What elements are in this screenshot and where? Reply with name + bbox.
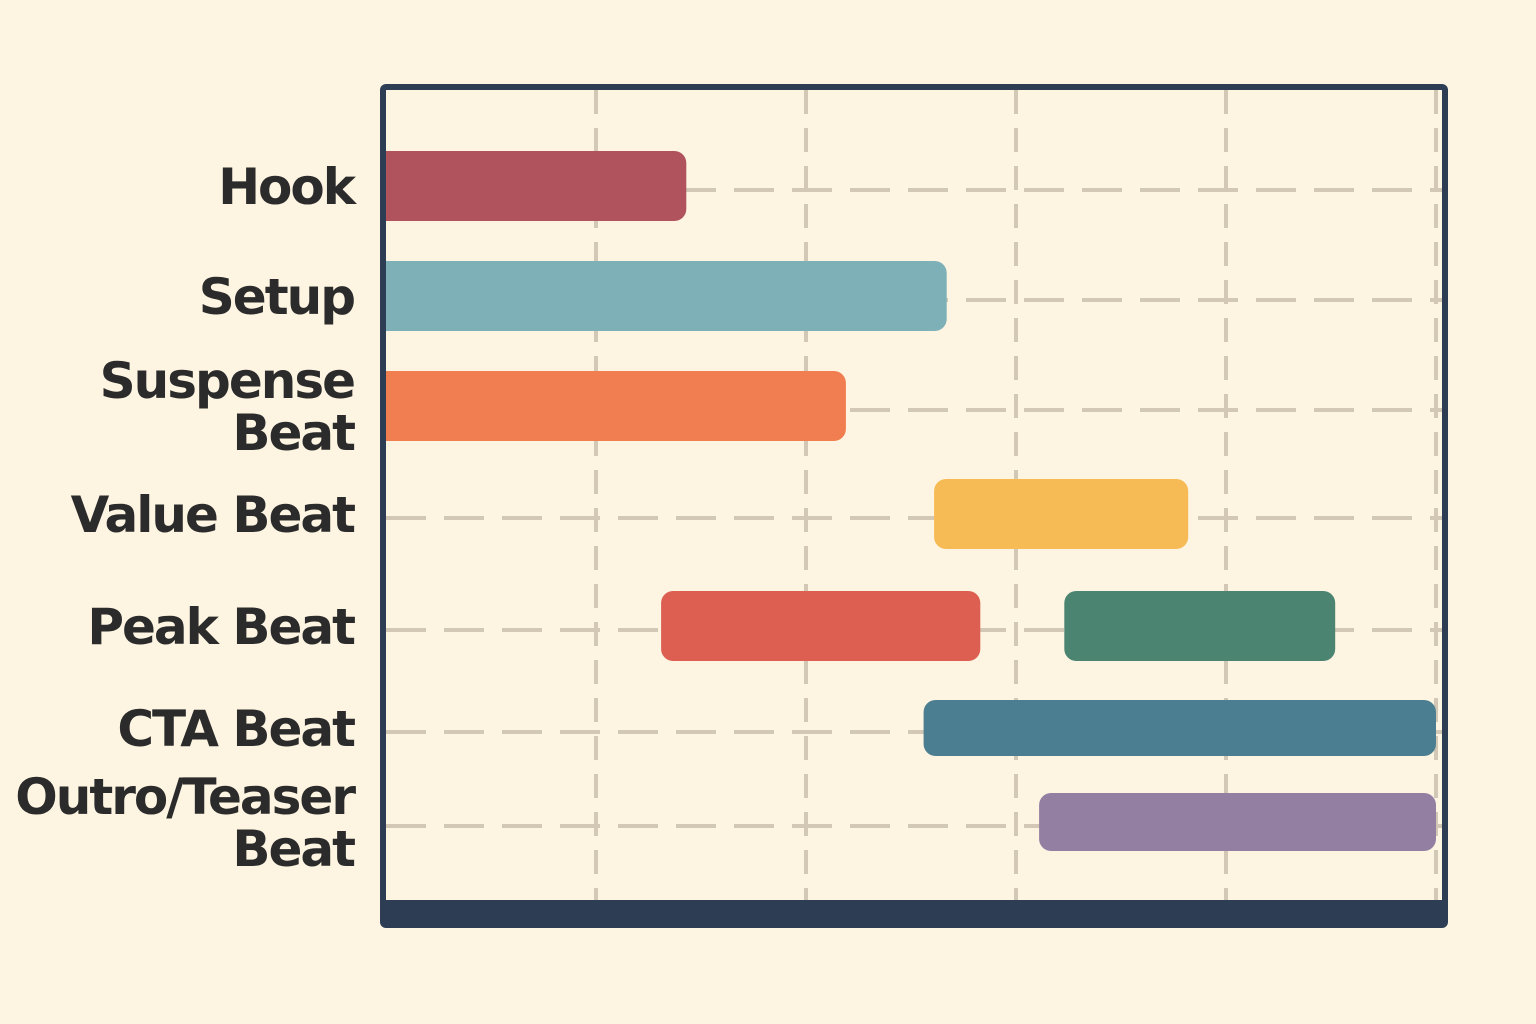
task-bar-0[interactable] [374,151,687,221]
task-bar-3[interactable] [934,479,1189,549]
task-bar-6[interactable] [923,700,1436,756]
task-bar-5[interactable] [1064,591,1336,661]
row-label-5-line-0: CTA Beat [117,700,355,758]
row-label-2-line-0: Suspense [100,352,354,410]
row-label-6-line-1: Beat [232,820,355,878]
task-bar-4[interactable] [661,591,981,661]
task-bar-1[interactable] [374,261,947,331]
task-bars [374,151,1436,851]
row-label-4-line-0: Peak Beat [87,598,355,656]
row-label-2-line-1: Beat [232,404,355,462]
row-label-1-line-0: Setup [199,268,354,326]
row-label-3-line-0: Value Beat [71,486,356,544]
plot-area [386,90,1442,900]
task-bar-2[interactable] [374,371,846,441]
task-bar-7[interactable] [1039,793,1436,851]
row-label-6-line-0: Outro/Teaser [15,768,356,826]
row-label-0-line-0: Hook [218,158,358,216]
